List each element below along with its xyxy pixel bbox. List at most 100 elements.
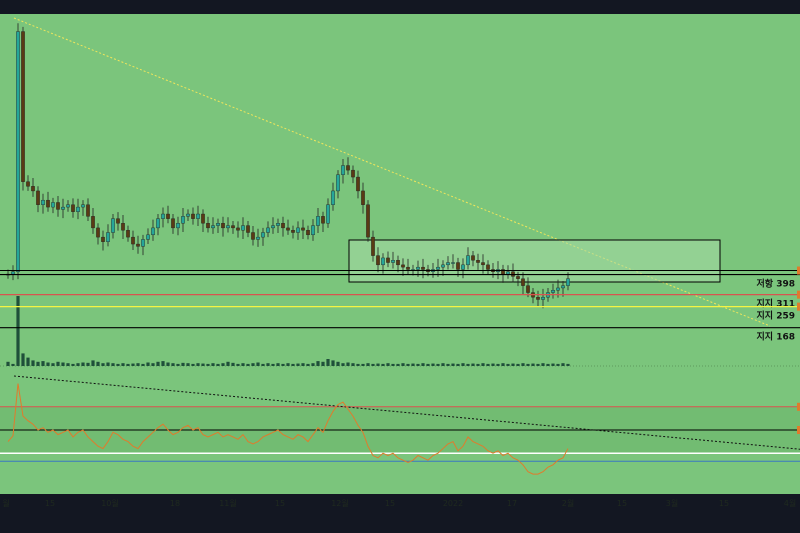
candle [361,182,365,214]
candle [246,220,250,238]
candle [236,221,240,238]
candle-body [181,216,185,224]
volume-bar [181,362,185,366]
candle-body [196,213,200,219]
candle [71,198,75,218]
candle-body [136,243,140,247]
candle [56,196,60,217]
volume-bar [51,363,55,366]
volume-bar [456,363,460,366]
candle-body [551,290,555,293]
candle [156,214,160,236]
candle-body [56,202,60,210]
candle [136,235,140,254]
candle-body [291,229,295,233]
volume-bar [546,363,550,366]
volume-bar [351,363,355,366]
candle [451,254,455,269]
volume-bar [341,363,345,366]
candle-body [211,225,215,229]
volume-bar [91,360,95,366]
x-tick-label: 10월 [101,498,119,508]
candle [456,257,460,277]
candle-body [246,225,250,233]
volume-bar [46,362,50,366]
volume-bar [66,363,70,366]
volume-bar [236,363,240,366]
volume-bar [501,363,505,366]
candle [301,219,305,239]
candle [171,214,175,234]
candle [16,23,20,280]
candle-body [156,218,160,229]
candle [326,198,330,228]
candle [441,260,445,276]
candle-body [36,190,40,205]
candle-body [366,204,370,238]
volume-bar [511,363,515,366]
candle [446,256,450,270]
candle [536,290,540,307]
volume-bar [471,363,475,366]
candle [206,216,210,233]
volume-bar [336,361,340,366]
volume-bar [21,353,25,366]
volume-bar [26,357,30,366]
volume-bar [446,363,450,366]
candle [386,251,390,268]
candle [191,207,195,225]
volume-bar [281,363,285,366]
volume-bar [266,363,270,366]
candle [291,225,295,239]
volume-bar [361,363,365,366]
candle-body [301,227,305,231]
candle [76,198,80,220]
volume-bar [161,361,165,366]
candle [106,224,110,247]
candle-body [561,285,565,289]
candle [211,217,215,234]
volume-bar [386,363,390,366]
axis-marker [797,302,800,311]
volume-bar [86,362,90,366]
candle [261,227,265,246]
level-label: 지지 311 [757,298,795,310]
candle-body [116,218,120,224]
candle [196,205,200,227]
level-label: 저항 398 [757,278,795,290]
candle-body [541,296,545,300]
x-tick-label: 18 [170,499,180,508]
volume-bar [541,363,545,366]
candle [316,208,320,233]
candle-body [286,227,290,231]
candle [471,250,475,267]
candle-body [346,165,350,171]
candle [521,272,525,295]
candle [526,277,530,298]
candle-body [41,199,45,205]
candle [116,212,120,231]
candle [61,198,65,219]
volume-bar [466,363,470,366]
candle [321,211,325,233]
candle [66,200,70,212]
candle [266,221,270,238]
volume-bar [531,363,535,366]
x-tick-label: 15 [45,499,55,508]
volume-bar [36,361,40,366]
x-tick-label: 17 [507,499,517,508]
candle-body [521,278,525,286]
x-axis: 월 15 10월 18 11월 15 12월 15 2022 17 2월 15 3월 15 4월 [2,498,796,508]
axis-marker [797,402,800,411]
x-tick-label: 15 [275,499,285,508]
candle [356,170,360,199]
candle-body [566,278,570,286]
volume-bar [406,363,410,366]
volume-bar [256,362,260,366]
candle [126,225,130,242]
volume-bar [41,361,45,366]
volume-bar [251,363,255,366]
candle-body [106,232,110,242]
volume-bar [196,363,200,366]
